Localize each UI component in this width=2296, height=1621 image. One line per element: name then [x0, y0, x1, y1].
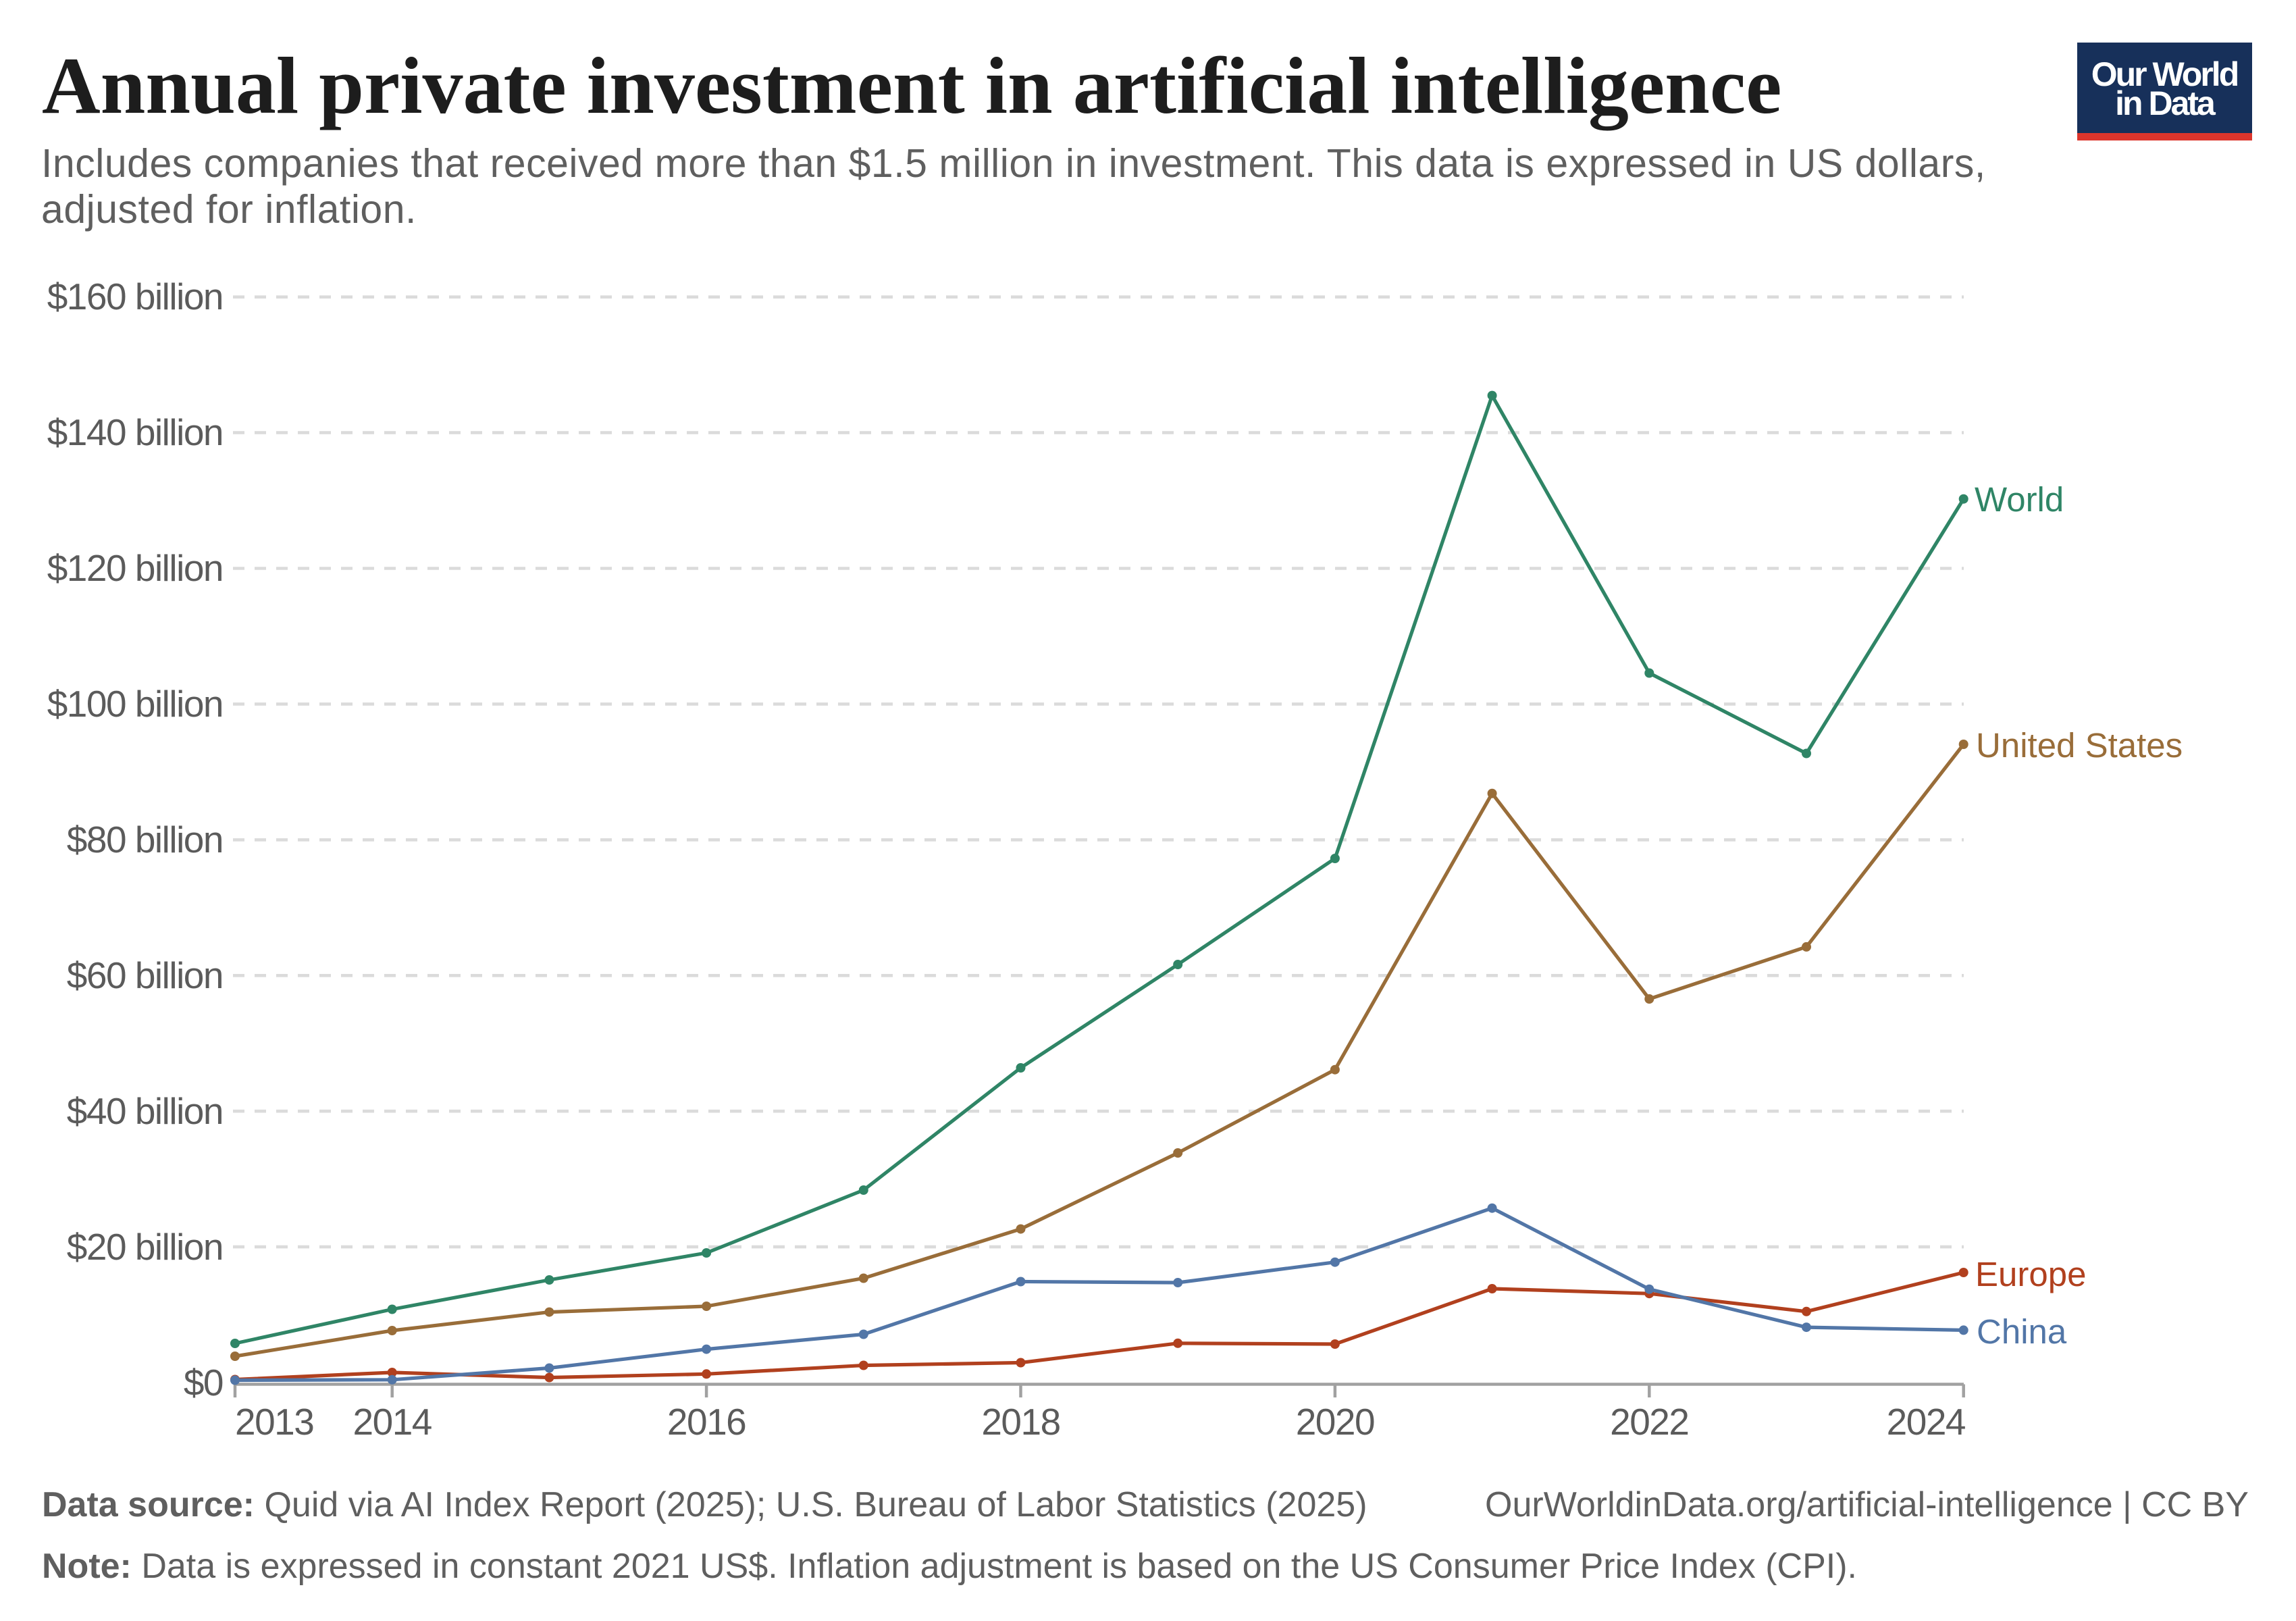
- svg-text:2024: 2024: [1887, 1401, 1965, 1443]
- svg-text:$160 billion: $160 billion: [47, 276, 223, 317]
- svg-text:2020: 2020: [1296, 1401, 1374, 1443]
- svg-text:Our World: Our World: [2091, 55, 2238, 93]
- svg-text:2022: 2022: [1610, 1401, 1688, 1443]
- svg-text:$40 billion: $40 billion: [67, 1090, 223, 1132]
- svg-text:2014: 2014: [353, 1401, 432, 1443]
- svg-text:World: World: [1975, 480, 2064, 519]
- svg-text:$120 billion: $120 billion: [47, 547, 223, 589]
- svg-text:Includes companies that receiv: Includes companies that received more th…: [41, 141, 1986, 186]
- svg-text:Data source: Quid via AI Index: Data source: Quid via AI Index Report (2…: [42, 1485, 1367, 1524]
- svg-text:$80 billion: $80 billion: [67, 819, 223, 860]
- svg-text:United States: United States: [1976, 726, 2183, 765]
- svg-text:China: China: [1977, 1312, 2067, 1351]
- svg-text:$100 billion: $100 billion: [47, 683, 223, 725]
- svg-text:Europe: Europe: [1975, 1255, 2086, 1293]
- svg-text:2018: 2018: [981, 1401, 1060, 1443]
- svg-text:adjusted for inflation.: adjusted for inflation.: [41, 187, 417, 232]
- svg-text:$140 billion: $140 billion: [47, 411, 223, 453]
- svg-text:in Data: in Data: [2115, 84, 2216, 122]
- svg-text:$0: $0: [184, 1362, 223, 1404]
- svg-text:2016: 2016: [667, 1401, 746, 1443]
- svg-text:Note: Data is expressed in con: Note: Data is expressed in constant 2021…: [42, 1547, 1857, 1586]
- svg-text:OurWorldinData.org/artificial-: OurWorldinData.org/artificial-intelligen…: [1485, 1485, 2249, 1524]
- svg-text:$60 billion: $60 billion: [67, 954, 223, 996]
- svg-text:Annual private investment in a: Annual private investment in artificial …: [42, 41, 1781, 131]
- svg-text:2013: 2013: [235, 1401, 313, 1443]
- svg-text:$20 billion: $20 billion: [67, 1226, 223, 1268]
